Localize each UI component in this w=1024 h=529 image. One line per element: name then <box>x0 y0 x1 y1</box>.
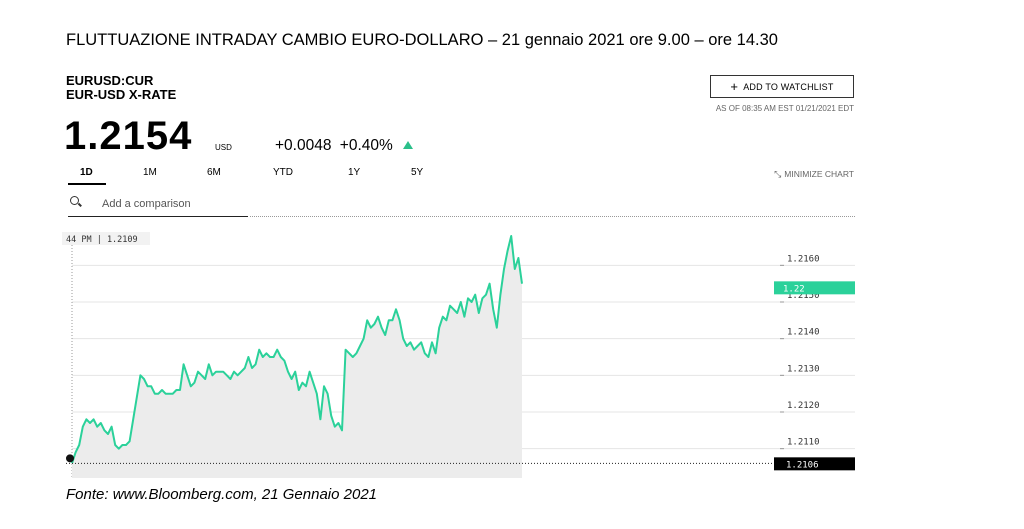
active-tab-indicator <box>68 183 106 185</box>
tab-6m[interactable]: 6M <box>207 167 221 178</box>
y-tick-label: 1.2160 <box>787 254 820 264</box>
tooltip-box <box>62 232 150 245</box>
search-icon <box>70 196 79 205</box>
plus-icon: + <box>730 78 739 94</box>
tab-1y[interactable]: 1Y <box>348 167 361 178</box>
change-percent: +0.40% <box>339 137 393 154</box>
minimize-label: MINIMIZE CHART <box>784 169 854 179</box>
comparison-search <box>68 193 249 217</box>
tooltip-text: 44 PM | 1.2109 <box>66 235 138 245</box>
tab-1m[interactable]: 1M <box>143 167 157 178</box>
figure-title: FLUTTUAZIONE INTRADAY CAMBIO EURO-DOLLAR… <box>66 31 778 49</box>
open-price-label: 1.2106 <box>786 460 819 470</box>
header-divider <box>250 216 855 217</box>
current-price: 1.2154 <box>64 114 193 158</box>
minimize-chart-button[interactable]: ⤡ MINIMIZE CHART <box>774 169 854 180</box>
y-tick-label: 1.2130 <box>787 364 820 374</box>
up-arrow-icon <box>403 141 414 149</box>
price-change: +0.0048 +0.40% <box>275 137 414 155</box>
y-tick-label: 1.2120 <box>787 401 820 411</box>
add-to-watchlist-button[interactable]: + ADD TO WATCHLIST <box>710 75 854 98</box>
price-currency: USD <box>215 143 232 152</box>
ticker-block: EURUSD:CUR EUR-USD X-RATE <box>66 74 176 102</box>
timeframe-tabs: 1D 1M 6M YTD 1Y 5Y <box>66 167 856 187</box>
ticker-name: EUR-USD X-RATE <box>66 87 177 102</box>
y-tick-label: 1.2150 <box>787 291 820 301</box>
tab-1d[interactable]: 1D <box>80 167 93 178</box>
tab-5y[interactable]: 5Y <box>411 167 424 178</box>
as-of-timestamp: AS OF 08:35 AM EST 01/21/2021 EDT <box>715 104 854 113</box>
open-price-badge <box>774 457 855 471</box>
price-area <box>72 236 522 478</box>
start-point <box>66 454 74 463</box>
watchlist-label: ADD TO WATCHLIST <box>743 81 834 92</box>
y-tick-label: 1.2110 <box>787 438 820 448</box>
price-line <box>71 235 523 464</box>
tab-ytd[interactable]: YTD <box>273 167 293 178</box>
change-absolute: +0.0048 <box>275 137 332 154</box>
source-caption: Fonte: www.Bloomberg.com, 21 Gennaio 202… <box>66 486 378 503</box>
y-tick-label: 1.2140 <box>787 328 820 338</box>
collapse-arrows-icon: ⤡ <box>774 169 782 179</box>
search-input[interactable] <box>100 194 249 214</box>
current-price-badge <box>774 281 855 295</box>
current-price-label: 1.22 <box>783 284 805 294</box>
ticker-symbol: EURUSD:CUR <box>66 73 154 88</box>
